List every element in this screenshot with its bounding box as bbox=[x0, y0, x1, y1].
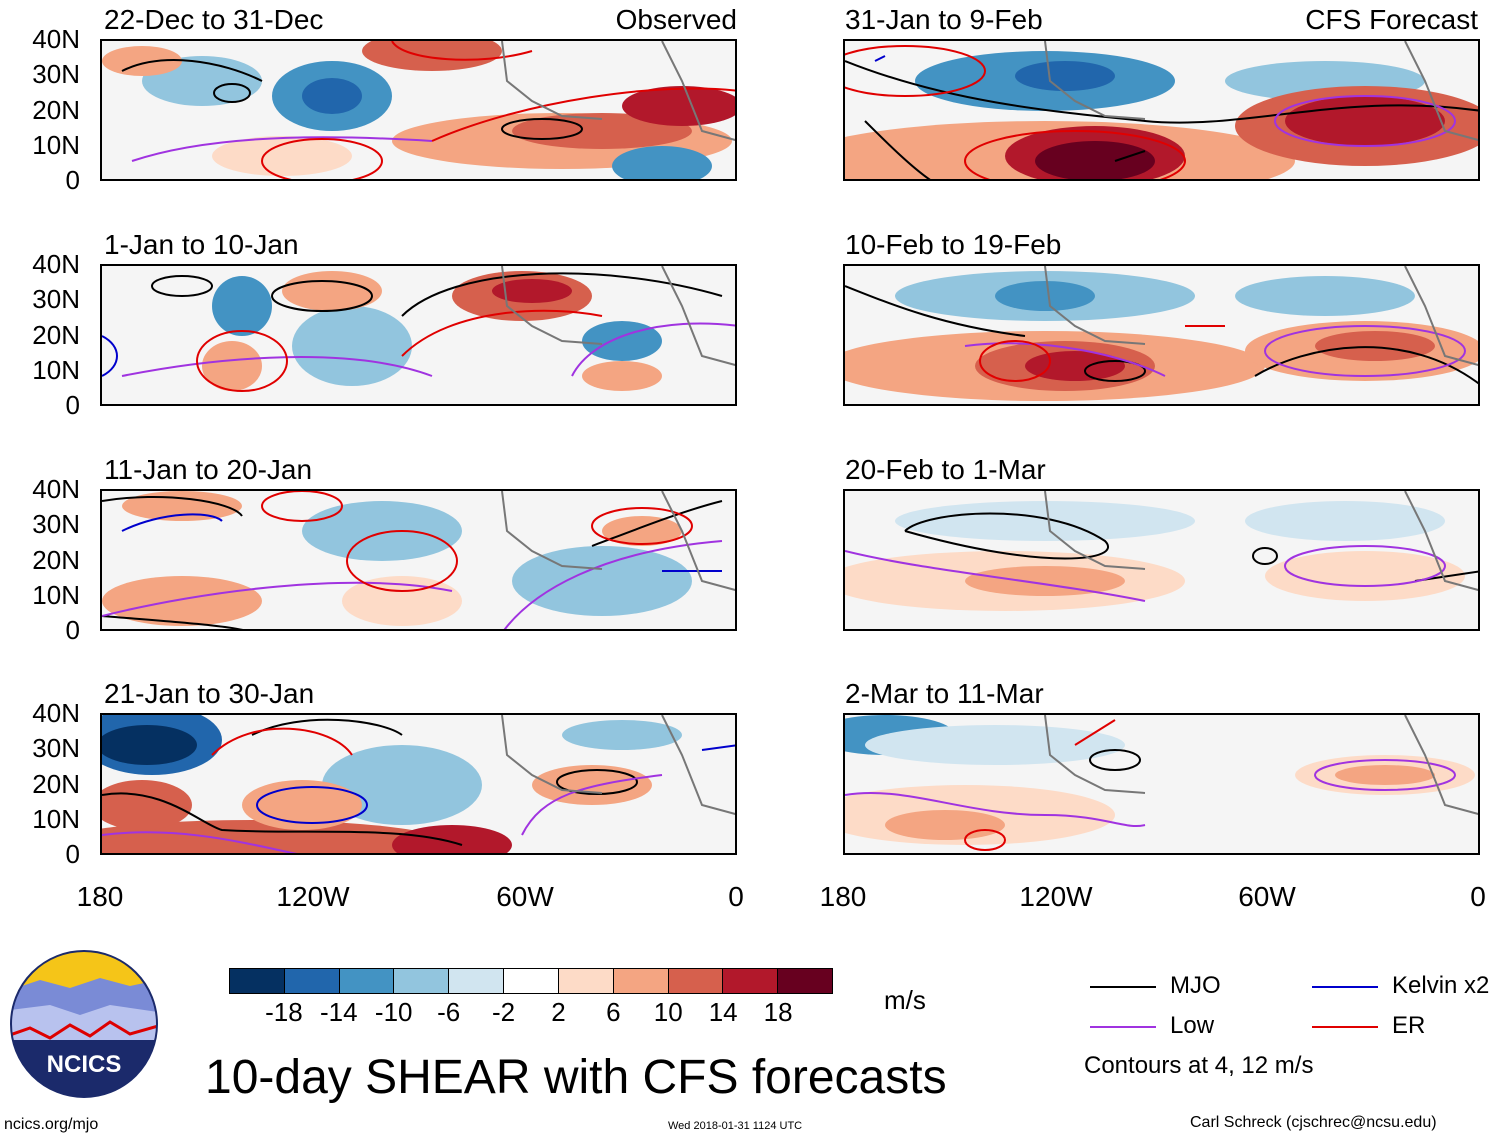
colorbar-swatch bbox=[668, 969, 724, 993]
lat-label: 10N bbox=[32, 580, 80, 610]
legend-kelvin-label: Kelvin x2 bbox=[1392, 972, 1490, 999]
lat-label: 0 bbox=[65, 615, 80, 645]
colorbar-tick-label: -10 bbox=[374, 997, 413, 1027]
lat-label: 0 bbox=[65, 839, 80, 869]
map-panel-r4 bbox=[843, 713, 1480, 855]
panel-title-r2: 10-Feb to 19-Feb bbox=[845, 229, 1062, 260]
ncics-logo: NCICS bbox=[10, 950, 158, 1098]
colorbar-tick-label: -2 bbox=[491, 997, 516, 1027]
colorbar-swatch bbox=[230, 969, 285, 993]
colorbar-tick-label: -6 bbox=[437, 997, 461, 1027]
colorbar-tick-label: 2 bbox=[551, 997, 566, 1027]
lat-label: 0 bbox=[65, 390, 80, 420]
colorbar-swatch bbox=[504, 969, 559, 993]
lat-label: 40N bbox=[32, 474, 80, 504]
lat-label: 20N bbox=[32, 769, 80, 799]
lon-label: 60W bbox=[1238, 881, 1296, 912]
lon-label: 0 bbox=[728, 881, 744, 912]
panel-title-l1: 22-Dec to 31-Dec bbox=[104, 4, 324, 35]
lat-label: 40N bbox=[32, 24, 80, 54]
legend-kelvin-line bbox=[1312, 986, 1378, 988]
map-panel-l1 bbox=[100, 39, 737, 181]
lon-label: 120W bbox=[276, 881, 350, 912]
legend-low-line bbox=[1090, 1026, 1156, 1028]
colorbar bbox=[229, 968, 833, 994]
colorbar-swatch bbox=[778, 969, 832, 993]
lon-label: 120W bbox=[1019, 881, 1093, 912]
panel-title-l3: 11-Jan to 20-Jan bbox=[104, 454, 313, 485]
legend-note: Contours at 4, 12 m/s bbox=[1084, 1052, 1314, 1079]
lat-label: 20N bbox=[32, 95, 80, 125]
logo-text: NCICS bbox=[47, 1051, 122, 1078]
colorbar-swatch bbox=[339, 969, 395, 993]
colorbar-tick-label: 6 bbox=[606, 997, 621, 1027]
legend-er-line bbox=[1312, 1026, 1378, 1028]
colorbar-tick-label: 14 bbox=[708, 997, 738, 1027]
colorbar-tick-label: -14 bbox=[320, 997, 358, 1027]
lon-label: 180 bbox=[819, 881, 867, 912]
map-panel-l2 bbox=[100, 264, 737, 406]
map-panel-r1 bbox=[843, 39, 1480, 181]
lon-label: 180 bbox=[76, 881, 124, 912]
lat-label: 10N bbox=[32, 355, 80, 385]
colorbar-swatch bbox=[558, 969, 614, 993]
footer-credit: Carl Schreck (cjschrec@ncsu.edu) bbox=[1190, 1114, 1437, 1131]
lat-label: 30N bbox=[32, 733, 80, 763]
lat-label: 40N bbox=[32, 249, 80, 279]
footer-timestamp: Wed 2018-01-31 1124 UTC bbox=[668, 1120, 803, 1132]
map-panel-r2 bbox=[843, 264, 1480, 406]
lat-label: 30N bbox=[32, 509, 80, 539]
panel-title-l4: 21-Jan to 30-Jan bbox=[104, 678, 315, 709]
colorbar-swatch bbox=[284, 969, 340, 993]
panel-title-r4: 2-Mar to 11-Mar bbox=[845, 678, 1044, 709]
footer-url[interactable]: ncics.org/mjo bbox=[4, 1116, 99, 1133]
colorbar-swatch bbox=[394, 969, 450, 993]
legend-er-label: ER bbox=[1392, 1012, 1426, 1039]
map-panel-l4 bbox=[100, 713, 737, 855]
panel-title-r1: 31-Jan to 9-Feb bbox=[845, 4, 1043, 35]
lon-label: 60W bbox=[496, 881, 554, 912]
colorbar-swatch bbox=[613, 969, 669, 993]
colorbar-tick-label: 18 bbox=[763, 997, 793, 1027]
lat-label: 40N bbox=[32, 698, 80, 728]
panel-title-r3: 20-Feb to 1-Mar bbox=[845, 454, 1046, 485]
main-title: 10-day SHEAR with CFS forecasts bbox=[205, 1051, 947, 1104]
lat-label: 0 bbox=[65, 165, 80, 195]
units-label: m/s bbox=[884, 985, 926, 1015]
colorbar-swatch bbox=[723, 969, 779, 993]
lat-label: 30N bbox=[32, 284, 80, 314]
lon-label: 0 bbox=[1470, 881, 1486, 912]
cfs-forecast-label: CFS Forecast bbox=[1305, 4, 1478, 35]
lat-label: 20N bbox=[32, 545, 80, 575]
legend-low-label: Low bbox=[1170, 1012, 1215, 1039]
colorbar-swatch bbox=[449, 969, 505, 993]
colorbar-tick-label: 10 bbox=[653, 997, 683, 1027]
lat-label: 20N bbox=[32, 320, 80, 350]
lat-label: 10N bbox=[32, 130, 80, 160]
map-panel-l3 bbox=[100, 489, 737, 631]
observed-label: Observed bbox=[615, 4, 737, 35]
legend-mjo-label: MJO bbox=[1170, 972, 1221, 999]
map-panel-r3 bbox=[843, 489, 1480, 631]
panel-title-l2: 1-Jan to 10-Jan bbox=[104, 229, 299, 260]
lat-label: 30N bbox=[32, 59, 80, 89]
colorbar-tick-label: -18 bbox=[265, 997, 303, 1027]
lat-label: 10N bbox=[32, 804, 80, 834]
legend-mjo-line bbox=[1090, 986, 1156, 988]
